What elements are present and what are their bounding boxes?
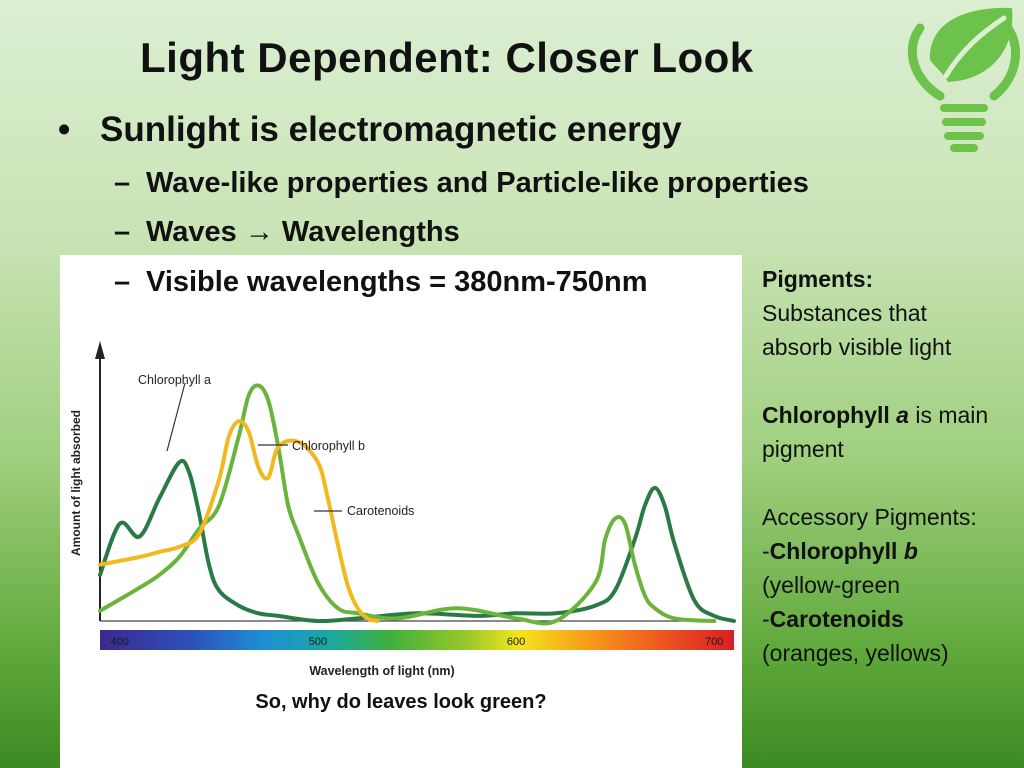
- accessory-item-1: -Chlorophyll b: [762, 534, 1022, 568]
- chlorophyll-a-line: Chlorophyll a is main: [762, 398, 1022, 432]
- sub-bullet-2: – Waves → Wavelengths: [114, 216, 460, 249]
- acc2-bold: Carotenoids: [769, 606, 904, 632]
- sub-bullet-1-text: Wave-like properties and Particle-like p…: [146, 167, 809, 199]
- absorption-chart: 400 500 600 700 Chlorophyll a Chlorophyll b…: [69, 341, 736, 678]
- carotenoids-label-text: Carotenoids: [347, 504, 414, 518]
- acc2-prefix: -: [762, 606, 770, 632]
- pigments-heading: Pigments:: [762, 266, 874, 292]
- chlorophyll-a-label: Chlorophyll a: [138, 373, 211, 387]
- chl-a-rest2: pigment: [762, 436, 844, 462]
- sub-dash: –: [114, 216, 131, 248]
- chlorophyll-b-label: Chlorophyll b: [292, 439, 365, 453]
- x-tick-label: 500: [309, 636, 327, 648]
- x-axis-label: Wavelength of light (nm): [309, 664, 454, 678]
- series-line-carotenoids: [98, 419, 380, 623]
- sub-bullet-2-text-after: Wavelengths: [273, 216, 460, 248]
- x-tick-label: 700: [705, 636, 723, 648]
- accessory-heading: Accessory Pigments:: [762, 504, 977, 530]
- chl-a-rest: is main: [908, 402, 989, 428]
- chart-annotations: Chlorophyll a Chlorophyll b Carotenoids: [138, 373, 414, 518]
- sub-dash: –: [114, 266, 131, 298]
- right-arrow-icon: →: [244, 216, 274, 248]
- chl-a-italic: a: [896, 402, 909, 428]
- series-line-chlorophyll-b: [98, 383, 717, 626]
- sub-dash: –: [114, 167, 131, 199]
- pigments-desc-1: Substances that: [762, 300, 927, 326]
- sub-bullet-3-text: Visible wavelengths = 380nm-750nm: [146, 266, 648, 298]
- acc1-prefix: -: [762, 538, 770, 564]
- acc1-bold: Chlorophyll: [769, 538, 904, 564]
- lightbulb-leaf-icon: [907, 7, 1020, 152]
- main-bullet: • Sunlight is electromagnetic energy: [58, 110, 682, 150]
- chlorophyll-a-label-text: Chlorophyll a: [138, 373, 211, 387]
- visible-spectrum-bar: [100, 630, 734, 650]
- x-tick-label: 400: [111, 636, 129, 648]
- main-bullet-text: Sunlight is electromagnetic energy: [100, 110, 682, 149]
- chlorophyll-b-label-text: Chlorophyll b: [292, 439, 365, 453]
- sub-bullet-3: – Visible wavelengths = 380nm-750nm: [114, 266, 648, 299]
- absorption-figure: 400 500 600 700 Chlorophyll a Chlorophyll b…: [60, 255, 742, 768]
- sub-bullet-2-text-before: Waves: [146, 216, 245, 248]
- x-tick-label: 600: [507, 636, 525, 648]
- pigments-desc-2: absorb visible light: [762, 334, 952, 360]
- sub-bullet-1: – Wave-like properties and Particle-like …: [114, 167, 809, 200]
- bullet-dot: •: [58, 110, 71, 149]
- pigments-panel: Pigments: Substances that absorb visible…: [762, 262, 1022, 670]
- chl-a-bold: Chlorophyll: [762, 402, 897, 428]
- acc2-desc: (oranges, yellows): [762, 640, 949, 666]
- acc1-italic: b: [903, 538, 918, 564]
- carotenoids-label: Carotenoids: [347, 504, 414, 518]
- series-line-chlorophyll-a: [98, 458, 736, 624]
- accessory-item-2: -Carotenoids: [762, 602, 1022, 636]
- slide-title: Light Dependent: Closer Look: [140, 34, 754, 81]
- figure-caption: So, why do leaves look green?: [255, 691, 547, 713]
- acc1-desc: (yellow-green: [762, 572, 901, 598]
- y-axis-label: Amount of light absorbed: [69, 410, 83, 556]
